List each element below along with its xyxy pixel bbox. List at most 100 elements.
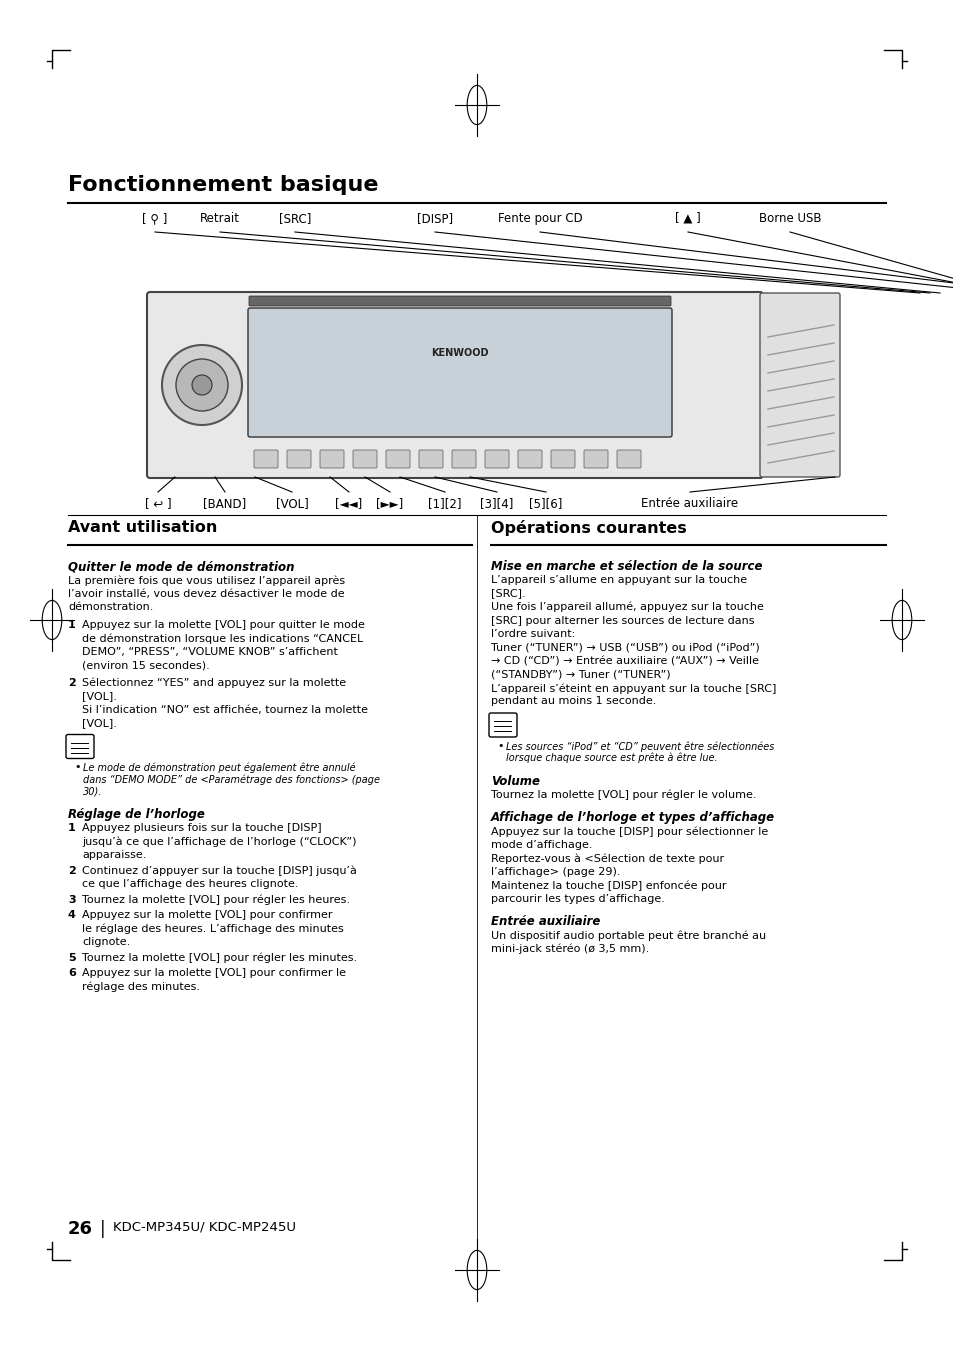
Text: → CD (“CD”) → Entrée auxiliaire (“AUX”) → Veille: → CD (“CD”) → Entrée auxiliaire (“AUX”) … bbox=[491, 656, 759, 666]
Text: l’affichage> (page 29).: l’affichage> (page 29). bbox=[491, 867, 619, 876]
Text: La première fois que vous utilisez l’appareil après: La première fois que vous utilisez l’app… bbox=[68, 575, 345, 586]
FancyBboxPatch shape bbox=[386, 450, 410, 468]
FancyBboxPatch shape bbox=[517, 450, 541, 468]
Text: Appuyez plusieurs fois sur la touche [DISP]: Appuyez plusieurs fois sur la touche [DI… bbox=[82, 824, 321, 833]
Text: clignote.: clignote. bbox=[82, 937, 131, 948]
Text: démonstration.: démonstration. bbox=[68, 602, 153, 612]
FancyBboxPatch shape bbox=[287, 450, 311, 468]
Text: DEMO”, “PRESS”, “VOLUME KNOB” s’affichent: DEMO”, “PRESS”, “VOLUME KNOB” s’affichen… bbox=[82, 648, 337, 657]
Text: 4: 4 bbox=[68, 910, 76, 921]
Circle shape bbox=[162, 346, 242, 425]
Text: [3][4]: [3][4] bbox=[479, 497, 513, 510]
Text: [SRC].: [SRC]. bbox=[491, 589, 525, 598]
Text: [ ↩ ]: [ ↩ ] bbox=[145, 497, 172, 510]
Text: Borne USB: Borne USB bbox=[758, 212, 821, 225]
Text: [VOL].: [VOL]. bbox=[82, 691, 117, 701]
Text: [►►]: [►►] bbox=[376, 497, 403, 510]
Text: [ ⚲ ]: [ ⚲ ] bbox=[142, 212, 168, 225]
Text: 1: 1 bbox=[68, 621, 75, 630]
Text: [DISP]: [DISP] bbox=[416, 212, 453, 225]
Text: ce que l’affichage des heures clignote.: ce que l’affichage des heures clignote. bbox=[82, 879, 298, 890]
FancyBboxPatch shape bbox=[617, 450, 640, 468]
FancyBboxPatch shape bbox=[353, 450, 376, 468]
Text: L’appareil s’éteint en appuyant sur la touche [SRC]: L’appareil s’éteint en appuyant sur la t… bbox=[491, 683, 776, 694]
Text: apparaisse.: apparaisse. bbox=[82, 850, 146, 860]
Text: Tuner (“TUNER”) → USB (“USB”) ou iPod (“iPod”): Tuner (“TUNER”) → USB (“USB”) ou iPod (“… bbox=[491, 643, 759, 652]
FancyBboxPatch shape bbox=[452, 450, 476, 468]
Text: [SRC] pour alterner les sources de lecture dans: [SRC] pour alterner les sources de lectu… bbox=[491, 616, 754, 625]
Text: Une fois l’appareil allumé, appuyez sur la touche: Une fois l’appareil allumé, appuyez sur … bbox=[491, 602, 763, 613]
Text: [BAND]: [BAND] bbox=[203, 497, 247, 510]
Text: [SRC]: [SRC] bbox=[278, 212, 311, 225]
Text: l’ordre suivant:: l’ordre suivant: bbox=[491, 629, 575, 639]
Text: [◄◄]: [◄◄] bbox=[335, 497, 362, 510]
Text: Appuyez sur la molette [VOL] pour confirmer: Appuyez sur la molette [VOL] pour confir… bbox=[82, 910, 333, 921]
Text: Affichage de l’horloge et types d’affichage: Affichage de l’horloge et types d’affich… bbox=[491, 811, 774, 825]
Text: Opérations courantes: Opérations courantes bbox=[491, 520, 686, 536]
Text: KENWOOD: KENWOOD bbox=[431, 347, 488, 358]
Text: Appuyez sur la molette [VOL] pour quitter le mode: Appuyez sur la molette [VOL] pour quitte… bbox=[82, 621, 364, 630]
Circle shape bbox=[175, 359, 228, 410]
Text: Retrait: Retrait bbox=[200, 212, 240, 225]
Text: dans “DEMO MODE” de <Paramétrage des fonctions> (page: dans “DEMO MODE” de <Paramétrage des fon… bbox=[83, 775, 379, 784]
Text: [ ▲ ]: [ ▲ ] bbox=[675, 212, 700, 225]
Text: Tournez la molette [VOL] pour régler les heures.: Tournez la molette [VOL] pour régler les… bbox=[82, 895, 350, 905]
Text: Tournez la molette [VOL] pour régler les minutes.: Tournez la molette [VOL] pour régler les… bbox=[82, 953, 356, 963]
Text: (“STANDBY”) → Tuner (“TUNER”): (“STANDBY”) → Tuner (“TUNER”) bbox=[491, 670, 670, 679]
Text: Entrée auxiliaire: Entrée auxiliaire bbox=[491, 915, 599, 929]
Text: [5][6]: [5][6] bbox=[529, 497, 562, 510]
Text: [1][2]: [1][2] bbox=[428, 497, 461, 510]
Text: Mise en marche et sélection de la source: Mise en marche et sélection de la source bbox=[491, 560, 761, 572]
FancyBboxPatch shape bbox=[583, 450, 607, 468]
Text: Les sources “iPod” et “CD” peuvent être sélectionnées: Les sources “iPod” et “CD” peuvent être … bbox=[505, 741, 774, 752]
Text: Le mode de démonstration peut également être annulé: Le mode de démonstration peut également … bbox=[83, 763, 355, 774]
Text: 2: 2 bbox=[68, 678, 75, 687]
Text: Quitter le mode de démonstration: Quitter le mode de démonstration bbox=[68, 560, 294, 572]
Text: Entrée auxiliaire: Entrée auxiliaire bbox=[640, 497, 738, 510]
Text: 30).: 30). bbox=[83, 786, 102, 796]
Text: Appuyez sur la touche [DISP] pour sélectionner le: Appuyez sur la touche [DISP] pour sélect… bbox=[491, 826, 767, 837]
Text: 3: 3 bbox=[68, 895, 75, 905]
Text: Fonctionnement basique: Fonctionnement basique bbox=[68, 176, 378, 194]
FancyBboxPatch shape bbox=[418, 450, 442, 468]
FancyBboxPatch shape bbox=[253, 450, 277, 468]
Text: 1: 1 bbox=[68, 824, 75, 833]
Text: mode d’affichage.: mode d’affichage. bbox=[491, 840, 592, 849]
FancyBboxPatch shape bbox=[248, 308, 671, 437]
Text: 6: 6 bbox=[68, 968, 76, 979]
Text: pendant au moins 1 seconde.: pendant au moins 1 seconde. bbox=[491, 697, 656, 706]
Text: 5: 5 bbox=[68, 953, 75, 963]
Text: [VOL]: [VOL] bbox=[275, 497, 308, 510]
Text: Un dispositif audio portable peut être branché au: Un dispositif audio portable peut être b… bbox=[491, 930, 765, 941]
Text: Sélectionnez “YES” and appuyez sur la molette: Sélectionnez “YES” and appuyez sur la mo… bbox=[82, 678, 346, 688]
Text: Avant utilisation: Avant utilisation bbox=[68, 520, 217, 535]
Text: Volume: Volume bbox=[491, 775, 539, 788]
Text: 2: 2 bbox=[68, 865, 75, 876]
Text: de démonstration lorsque les indications “CANCEL: de démonstration lorsque les indications… bbox=[82, 634, 363, 644]
Text: Réglage de l’horloge: Réglage de l’horloge bbox=[68, 809, 205, 821]
FancyBboxPatch shape bbox=[551, 450, 575, 468]
Text: le réglage des heures. L’affichage des minutes: le réglage des heures. L’affichage des m… bbox=[82, 923, 343, 934]
Text: Si l’indication “NO” est affichée, tournez la molette: Si l’indication “NO” est affichée, tourn… bbox=[82, 705, 368, 714]
Text: lorsque chaque source est prête à être lue.: lorsque chaque source est prête à être l… bbox=[505, 753, 717, 763]
Text: Tournez la molette [VOL] pour régler le volume.: Tournez la molette [VOL] pour régler le … bbox=[491, 790, 756, 801]
FancyBboxPatch shape bbox=[760, 293, 840, 477]
Text: réglage des minutes.: réglage des minutes. bbox=[82, 981, 200, 992]
Text: Maintenez la touche [DISP] enfoncée pour: Maintenez la touche [DISP] enfoncée pour bbox=[491, 880, 726, 891]
Text: •: • bbox=[74, 763, 80, 772]
FancyBboxPatch shape bbox=[66, 734, 94, 759]
FancyBboxPatch shape bbox=[319, 450, 344, 468]
Text: l’avoir installé, vous devez désactiver le mode de: l’avoir installé, vous devez désactiver … bbox=[68, 589, 344, 598]
Text: jusqu’à ce que l’affichage de l’horloge (“CLOCK”): jusqu’à ce que l’affichage de l’horloge … bbox=[82, 837, 356, 848]
Text: mini-jack stéréo (ø 3,5 mm).: mini-jack stéréo (ø 3,5 mm). bbox=[491, 944, 649, 954]
Text: Appuyez sur la molette [VOL] pour confirmer le: Appuyez sur la molette [VOL] pour confir… bbox=[82, 968, 346, 979]
Text: |: | bbox=[100, 1220, 106, 1238]
Text: (environ 15 secondes).: (environ 15 secondes). bbox=[82, 662, 210, 671]
Text: Fente pour CD: Fente pour CD bbox=[497, 212, 581, 225]
FancyBboxPatch shape bbox=[147, 292, 762, 478]
Text: Reportez-vous à <Sélection de texte pour: Reportez-vous à <Sélection de texte pour bbox=[491, 853, 723, 864]
Text: Continuez d’appuyer sur la touche [DISP] jusqu’à: Continuez d’appuyer sur la touche [DISP]… bbox=[82, 865, 356, 876]
Text: 26: 26 bbox=[68, 1220, 92, 1238]
Text: KDC-MP345U/ KDC-MP245U: KDC-MP345U/ KDC-MP245U bbox=[112, 1220, 295, 1233]
Text: [VOL].: [VOL]. bbox=[82, 718, 117, 728]
